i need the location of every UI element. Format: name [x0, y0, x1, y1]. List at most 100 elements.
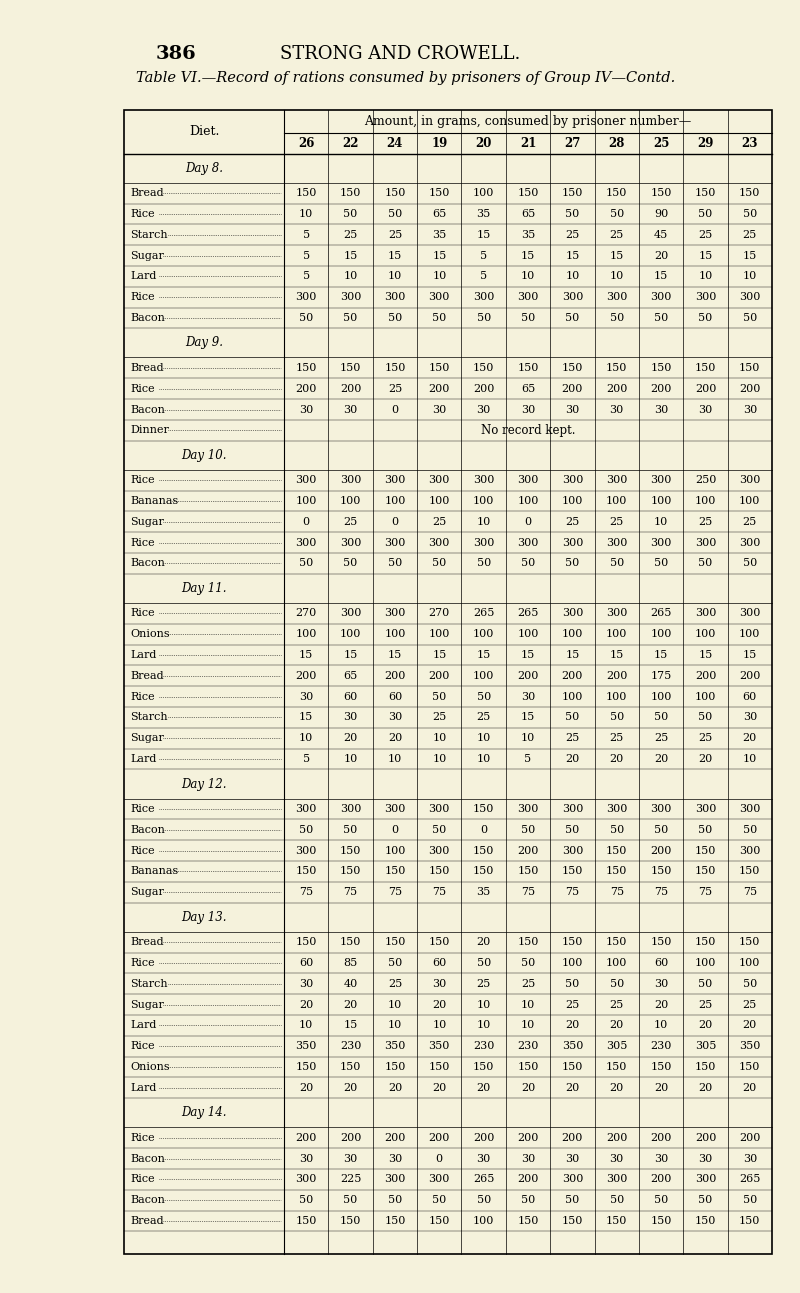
Text: 200: 200	[295, 1133, 317, 1143]
Text: Day 9.: Day 9.	[185, 336, 223, 349]
Text: 30: 30	[432, 405, 446, 415]
Text: 35: 35	[477, 887, 490, 897]
Text: 50: 50	[566, 559, 579, 569]
Text: 75: 75	[343, 887, 358, 897]
Text: 300: 300	[606, 609, 627, 618]
Text: 50: 50	[432, 1195, 446, 1205]
Text: 30: 30	[521, 692, 535, 702]
Text: 10: 10	[432, 733, 446, 743]
Text: 30: 30	[388, 1153, 402, 1164]
Text: Lard: Lard	[130, 272, 157, 282]
Text: 50: 50	[477, 958, 490, 968]
Text: Rice: Rice	[130, 384, 155, 393]
Text: 50: 50	[477, 313, 490, 323]
Text: 150: 150	[562, 1215, 583, 1226]
Text: 100: 100	[562, 630, 583, 639]
Text: 300: 300	[606, 538, 627, 548]
Text: 200: 200	[384, 671, 406, 681]
Text: 200: 200	[606, 1133, 627, 1143]
Text: 200: 200	[694, 384, 716, 393]
Text: 150: 150	[340, 866, 362, 877]
Text: Rice: Rice	[130, 846, 155, 856]
Text: 150: 150	[473, 866, 494, 877]
Text: Rice: Rice	[130, 1133, 155, 1143]
Text: 50: 50	[698, 979, 713, 989]
Text: 50: 50	[432, 559, 446, 569]
Text: 150: 150	[606, 1062, 627, 1072]
Text: 150: 150	[340, 1215, 362, 1226]
Text: 265: 265	[473, 1174, 494, 1184]
Text: 150: 150	[429, 866, 450, 877]
Text: 300: 300	[429, 476, 450, 485]
Text: 30: 30	[654, 1153, 668, 1164]
Text: Lard: Lard	[130, 1082, 157, 1093]
Text: 50: 50	[610, 313, 624, 323]
Text: 20: 20	[566, 1020, 579, 1031]
Text: 300: 300	[739, 292, 761, 303]
Text: 100: 100	[384, 497, 406, 506]
Text: Rice: Rice	[130, 1041, 155, 1051]
Text: 150: 150	[384, 937, 406, 948]
Text: 200: 200	[295, 384, 317, 393]
Text: Rice: Rice	[130, 1174, 155, 1184]
Text: 150: 150	[650, 937, 672, 948]
Text: 230: 230	[340, 1041, 362, 1051]
Text: 300: 300	[384, 292, 406, 303]
Text: 25: 25	[388, 979, 402, 989]
Text: 30: 30	[521, 1153, 535, 1164]
Text: 20: 20	[388, 1082, 402, 1093]
Text: 50: 50	[343, 559, 358, 569]
Text: 265: 265	[518, 609, 538, 618]
Text: 50: 50	[698, 313, 713, 323]
Text: 50: 50	[742, 559, 757, 569]
Text: 29: 29	[698, 137, 714, 150]
Text: Onions: Onions	[130, 1062, 170, 1072]
Text: 15: 15	[343, 650, 358, 659]
Text: 150: 150	[562, 363, 583, 372]
Text: 150: 150	[340, 1062, 362, 1072]
Text: 100: 100	[694, 958, 716, 968]
Text: 100: 100	[295, 630, 317, 639]
Text: 200: 200	[295, 671, 317, 681]
Text: 5: 5	[525, 754, 531, 764]
Text: 50: 50	[654, 712, 668, 723]
Text: 300: 300	[650, 476, 672, 485]
Text: 25: 25	[432, 517, 446, 526]
Text: Bread: Bread	[130, 671, 164, 681]
Text: 20: 20	[698, 1020, 713, 1031]
Text: 10: 10	[388, 999, 402, 1010]
Text: 100: 100	[340, 630, 362, 639]
Text: 300: 300	[384, 476, 406, 485]
Text: 0: 0	[525, 517, 531, 526]
Text: 20: 20	[477, 937, 490, 948]
Text: 150: 150	[384, 1062, 406, 1072]
Text: 15: 15	[698, 251, 713, 261]
Text: 10: 10	[388, 1020, 402, 1031]
Text: Rice: Rice	[130, 538, 155, 548]
Text: Bacon: Bacon	[130, 1195, 166, 1205]
Text: Sugar: Sugar	[130, 251, 164, 261]
Text: Rice: Rice	[130, 292, 155, 303]
Text: 150: 150	[650, 187, 672, 198]
Text: Bread: Bread	[130, 187, 164, 198]
Text: 100: 100	[473, 187, 494, 198]
Text: 75: 75	[521, 887, 535, 897]
Text: 300: 300	[518, 538, 538, 548]
Text: 100: 100	[739, 958, 761, 968]
Text: 150: 150	[518, 1215, 538, 1226]
Text: 150: 150	[739, 1062, 761, 1072]
Text: 100: 100	[606, 692, 627, 702]
Text: 50: 50	[742, 1195, 757, 1205]
Text: 25: 25	[432, 712, 446, 723]
Text: 25: 25	[388, 384, 402, 393]
Text: 200: 200	[518, 1174, 538, 1184]
Text: 20: 20	[432, 999, 446, 1010]
Text: 90: 90	[654, 209, 668, 219]
Text: 50: 50	[477, 1195, 490, 1205]
Text: 15: 15	[432, 251, 446, 261]
Text: Bananas: Bananas	[130, 866, 178, 877]
Text: 65: 65	[343, 671, 358, 681]
Text: 300: 300	[606, 292, 627, 303]
Text: Table VI.—Record of rations consumed by prisoners of Group IV—Contd.: Table VI.—Record of rations consumed by …	[136, 71, 675, 85]
Text: 150: 150	[473, 804, 494, 815]
